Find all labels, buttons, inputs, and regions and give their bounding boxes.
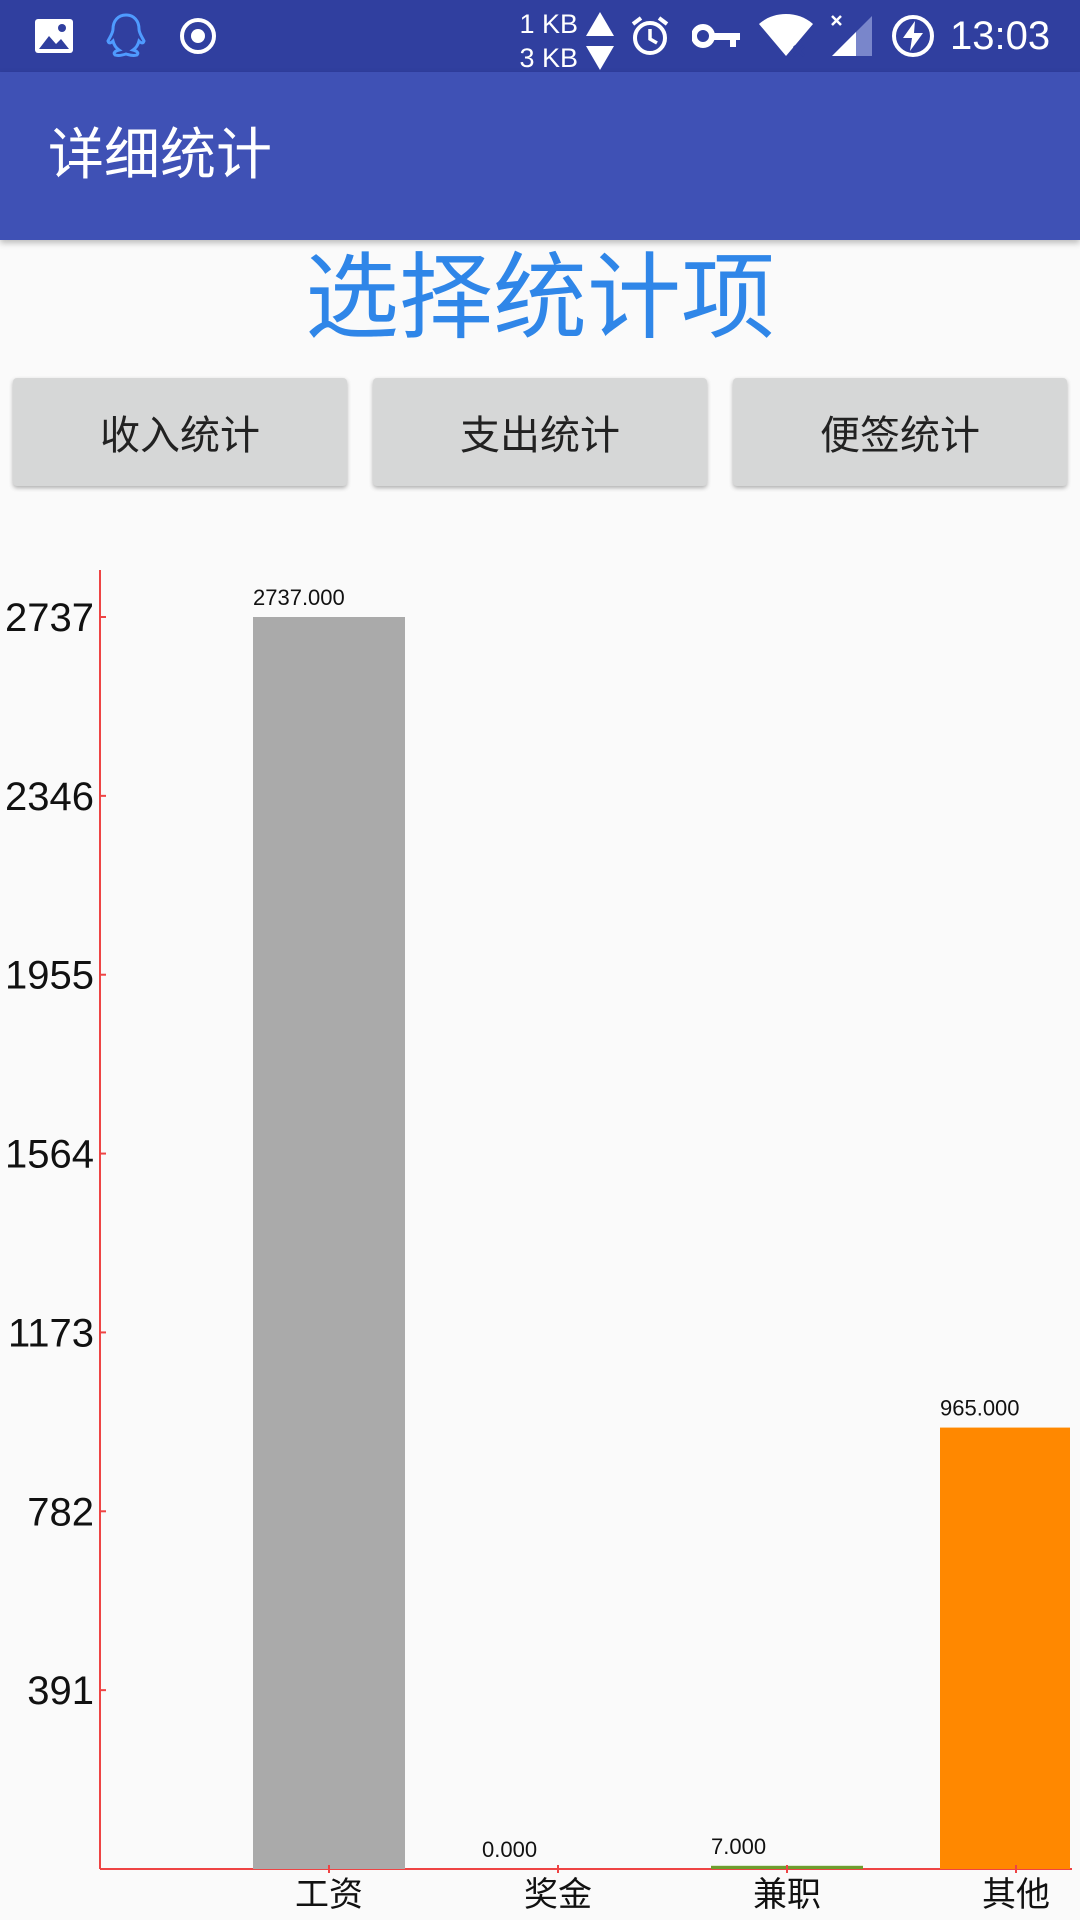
x-tick-label: 工资: [295, 1875, 363, 1915]
bar-value-label: 0.000: [482, 1837, 537, 1862]
status-bar: 1 KB 3 KB 13:03: [0, 0, 1080, 73]
notes-stats-button[interactable]: 便签统计: [733, 378, 1067, 486]
x-tick-label: 其他: [982, 1875, 1050, 1915]
qq-icon: [104, 0, 148, 72]
x-tick-label: 兼职: [753, 1875, 821, 1915]
vpn-key-icon: [692, 0, 742, 72]
y-tick-label: 1955: [5, 954, 94, 998]
y-tick-label: 1564: [5, 1133, 94, 1177]
app-bar: 详细统计: [0, 72, 1080, 240]
signal-icon: [828, 0, 876, 72]
y-tick-label: 782: [27, 1490, 94, 1534]
bar-value-label: 2737.000: [253, 585, 345, 610]
y-tick-label: 2346: [5, 775, 94, 819]
bar: [940, 1427, 1070, 1869]
bar-chart: 391 782 1173 1564 1955 2346 2737 2737.000 工资 0.00…: [5, 570, 1072, 1915]
select-stat-heading: 选择统计项: [304, 244, 775, 353]
bar-value-label: 7.000: [711, 1834, 766, 1859]
x-tick-label: 奖金: [524, 1875, 592, 1915]
y-tick-label: 1173: [8, 1311, 94, 1355]
income-stats-button[interactable]: 收入统计: [13, 378, 347, 486]
alarm-icon: [628, 0, 672, 72]
network-speed: 1 KB 3 KB: [510, 4, 614, 73]
arrow-up-icon: [586, 12, 614, 36]
bar: [253, 617, 405, 1869]
net-up-text: 1 KB: [519, 8, 578, 39]
y-tick-label: 391: [27, 1669, 94, 1713]
arrow-down-icon: [586, 46, 614, 70]
wifi-icon: [758, 0, 814, 72]
battery-charging-icon: [890, 0, 936, 72]
clock: 13:03: [950, 14, 1051, 58]
y-tick-label: 2737: [5, 596, 94, 640]
net-down-text: 3 KB: [519, 42, 578, 73]
gallery-icon: [34, 0, 74, 72]
bar-value-label: 965.000: [940, 1396, 1020, 1421]
app-title: 详细统计: [48, 123, 272, 188]
record-icon: [178, 0, 218, 72]
expense-stats-button[interactable]: 支出统计: [373, 378, 707, 486]
